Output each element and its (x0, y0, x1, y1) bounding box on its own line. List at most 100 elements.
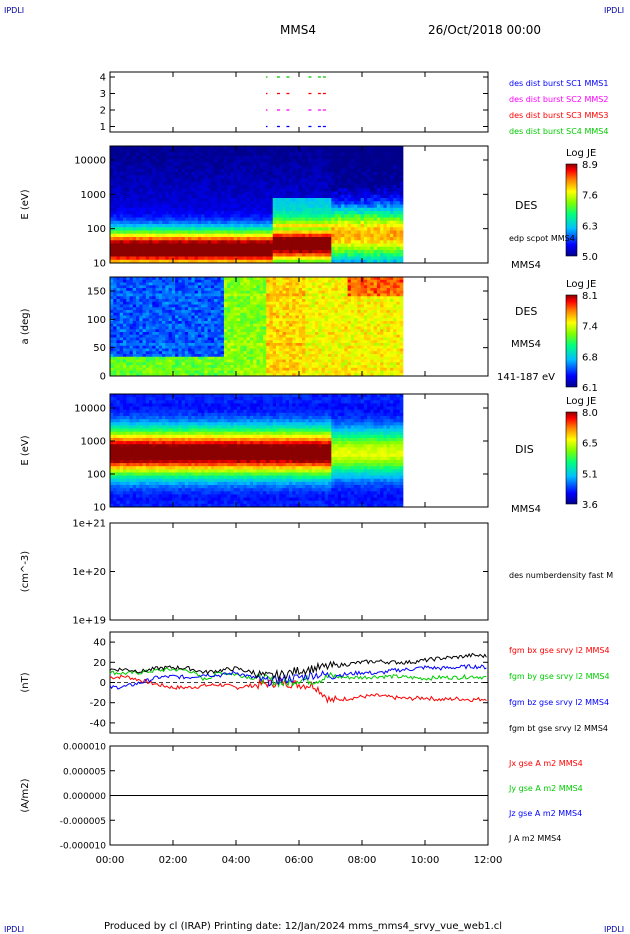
heatmap-cell (149, 159, 153, 163)
heatmap-cell (227, 259, 231, 264)
heatmap-cell (230, 230, 235, 235)
heatmap-cell (227, 233, 231, 238)
heatmap-cell (184, 168, 189, 173)
heatmap-cell (136, 246, 140, 251)
heatmap-cell (298, 230, 303, 235)
heatmap-cell (324, 178, 329, 183)
heatmap-cell (376, 181, 381, 186)
heatmap-cell (357, 175, 362, 179)
heatmap-cell (230, 277, 235, 281)
heatmap-cell (113, 149, 117, 153)
heatmap-cell (149, 332, 153, 336)
heatmap-cell (210, 345, 215, 349)
heatmap-cell (110, 315, 114, 319)
heatmap-cell (396, 152, 401, 157)
heatmap-cell (188, 277, 192, 281)
heatmap-cell (230, 343, 235, 347)
heatmap-cell (116, 304, 121, 308)
heatmap-cell (227, 165, 231, 170)
heatmap-cell (139, 332, 143, 336)
heatmap-cell (168, 367, 173, 371)
heatmap-cell (214, 191, 218, 196)
heatmap-cell (210, 227, 215, 231)
heatmap-cell (217, 301, 222, 305)
heatmap-cell (191, 315, 196, 319)
heatmap-cell (142, 332, 147, 336)
heatmap-cell (357, 201, 362, 205)
heatmap-cell (347, 253, 352, 257)
heatmap-cell (201, 230, 205, 235)
heatmap-cell (233, 301, 238, 305)
heatmap-cell (149, 293, 153, 297)
heatmap-cell (201, 321, 205, 325)
heatmap-cell (256, 194, 261, 199)
heatmap-cell (129, 165, 134, 170)
heatmap-cell (197, 310, 202, 314)
heatmap-cell (201, 246, 205, 251)
heatmap-cell (152, 146, 156, 150)
heatmap-cell (181, 155, 186, 160)
heatmap-cell (158, 146, 163, 150)
heatmap-cell (129, 188, 134, 192)
heatmap-cell (243, 373, 248, 377)
heatmap-cell (289, 152, 293, 157)
heatmap-cell (139, 159, 143, 163)
heatmap-cell (305, 194, 309, 199)
heatmap-cell (373, 201, 378, 205)
heatmap-cell (214, 256, 218, 261)
heatmap-cell (298, 191, 303, 196)
heatmap-cell (184, 332, 189, 336)
heatmap-cell (113, 207, 117, 212)
heatmap-cell (194, 237, 199, 241)
heatmap-cell (155, 312, 160, 316)
heatmap-cell (357, 152, 362, 157)
heatmap-cell (119, 237, 124, 241)
heatmap-cell (207, 304, 212, 308)
heatmap-cell (276, 198, 280, 202)
heatmap-cell (292, 224, 296, 228)
heatmap-cell (393, 214, 397, 218)
heatmap-cell (253, 185, 257, 189)
heatmap-cell (184, 356, 189, 360)
heatmap-cell (383, 243, 388, 248)
heatmap-cell (152, 285, 156, 289)
heatmap-cell (171, 318, 176, 322)
heatmap-cell (113, 165, 117, 170)
heatmap-cell (386, 259, 391, 264)
heatmap-cell (126, 315, 130, 319)
heatmap-cell (165, 168, 169, 173)
heatmap-cell (149, 237, 153, 241)
heatmap-cell (223, 256, 228, 261)
heatmap-cell (214, 304, 218, 308)
heatmap-cell (132, 155, 137, 160)
heatmap-cell (210, 246, 215, 251)
heatmap-cell (119, 214, 124, 218)
heatmap-cell (246, 230, 251, 235)
heatmap-cell (266, 227, 270, 231)
heatmap-cell (269, 214, 274, 218)
heatmap-cell (188, 293, 192, 297)
heatmap-cell (139, 149, 143, 153)
heatmap-cell (295, 201, 300, 205)
heatmap-cell (298, 256, 303, 261)
heatmap-cell (344, 240, 349, 244)
heatmap-cell (204, 356, 209, 360)
heatmap-cell (178, 315, 183, 319)
heatmap-cell (370, 246, 375, 251)
heatmap-cell (373, 172, 378, 176)
heatmap-cell (240, 230, 244, 235)
heatmap-cell (334, 207, 339, 212)
heatmap-cell (145, 362, 150, 366)
heatmap-cell (181, 172, 186, 176)
heatmap-cell (142, 279, 147, 283)
heatmap-cell (298, 165, 303, 170)
heatmap-cell (249, 220, 254, 225)
heatmap-cell (162, 299, 166, 303)
heatmap-cell (230, 204, 235, 209)
heatmap-cell (129, 168, 134, 173)
heatmap-cell (367, 194, 371, 199)
heatmap-cell (165, 296, 169, 300)
heatmap-cell (171, 149, 176, 153)
heatmap-cell (367, 159, 371, 163)
heatmap-cell (393, 217, 397, 222)
